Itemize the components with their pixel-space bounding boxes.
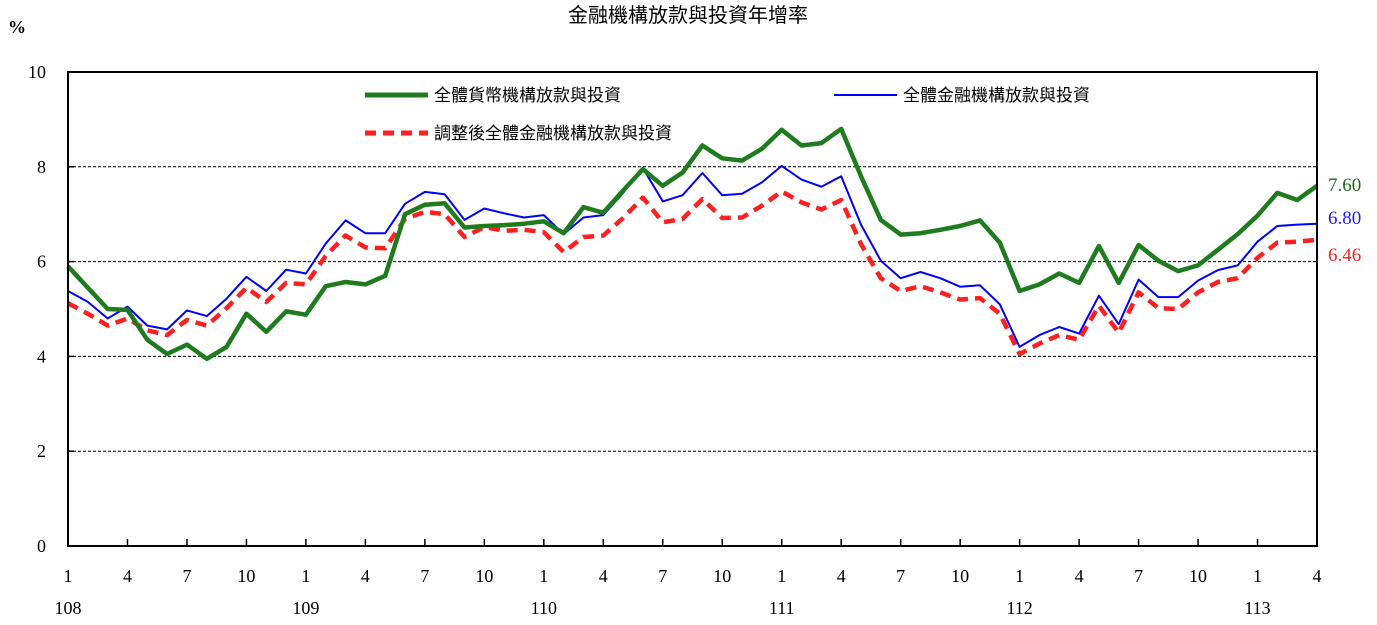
x-tick-month-label: 1 <box>539 566 548 586</box>
y-tick-label: 6 <box>37 252 46 272</box>
x-axis-ticks: 1 4 7 10 1 4 7 10 1 4 7 10 1 4 7 10 1 4 7 10 1 4 108 109 110 111 1… <box>55 539 1322 618</box>
x-tick-month-label: 7 <box>1134 566 1143 586</box>
x-tick-month-label: 10 <box>713 566 731 586</box>
x-tick-month-label: 4 <box>1075 566 1084 586</box>
y-tick-label: 8 <box>37 157 46 177</box>
series-line-0 <box>66 126 1319 362</box>
x-tick-month-label: 1 <box>777 566 786 586</box>
x-tick-month-label: 10 <box>237 566 255 586</box>
y-tick-label: 4 <box>37 346 46 366</box>
x-tick-year-label: 113 <box>1244 598 1270 618</box>
x-tick-month-label: 10 <box>475 566 493 586</box>
legend: 全體貨幣機構放款與投資 全體金融機構放款與投資 調整後全體金融機構放款與投資 <box>365 86 1090 144</box>
series-lines <box>66 126 1319 362</box>
x-tick-month-label: 4 <box>837 566 846 586</box>
x-tick-month-label: 1 <box>1015 566 1024 586</box>
legend-item-adjusted: 調整後全體金融機構放款與投資 <box>365 124 672 144</box>
x-tick-month-label: 7 <box>896 566 905 586</box>
series-line-1 <box>67 164 1318 348</box>
y-axis-unit: % <box>8 17 26 37</box>
x-tick-month-label: 7 <box>658 566 667 586</box>
end-value-label-2: 6.46 <box>1328 245 1361 266</box>
legend-item-monetary: 全體貨幣機構放款與投資 <box>365 86 621 106</box>
x-tick-year-label: 111 <box>769 598 795 618</box>
x-tick-month-label: 7 <box>420 566 429 586</box>
x-tick-month-label: 10 <box>951 566 969 586</box>
y-tick-label: 2 <box>37 441 46 461</box>
end-value-labels: 7.60 6.80 6.46 <box>1328 175 1361 266</box>
series-line-2 <box>66 189 1318 357</box>
x-tick-year-label: 112 <box>1006 598 1032 618</box>
x-tick-month-label: 4 <box>599 566 608 586</box>
x-tick-year-label: 109 <box>292 598 319 618</box>
x-tick-year-label: 110 <box>531 598 557 618</box>
legend-label-adjusted: 調整後全體金融機構放款與投資 <box>434 124 672 144</box>
x-tick-month-label: 1 <box>301 566 310 586</box>
y-axis-ticks: 0 2 4 6 8 10 <box>28 62 74 556</box>
end-value-label-1: 6.80 <box>1328 208 1361 229</box>
legend-label-monetary: 全體貨幣機構放款與投資 <box>434 86 621 106</box>
x-tick-month-label: 10 <box>1189 566 1207 586</box>
x-tick-year-label: 108 <box>55 598 82 618</box>
legend-item-financial: 全體金融機構放款與投資 <box>834 86 1090 106</box>
y-tick-label: 0 <box>37 536 46 556</box>
chart-title: 金融機構放款與投資年增率 <box>568 3 808 27</box>
end-value-label-0: 7.60 <box>1328 175 1361 196</box>
x-tick-month-label: 1 <box>1253 566 1262 586</box>
y-tick-label: 10 <box>28 62 46 82</box>
plot-area-frame <box>67 71 1318 547</box>
x-tick-month-label: 4 <box>361 566 370 586</box>
x-tick-month-label: 7 <box>182 566 191 586</box>
x-tick-month-label: 4 <box>123 566 132 586</box>
x-tick-month-label: 4 <box>1313 566 1322 586</box>
x-tick-month-label: 1 <box>64 566 73 586</box>
legend-label-financial: 全體金融機構放款與投資 <box>903 86 1090 106</box>
